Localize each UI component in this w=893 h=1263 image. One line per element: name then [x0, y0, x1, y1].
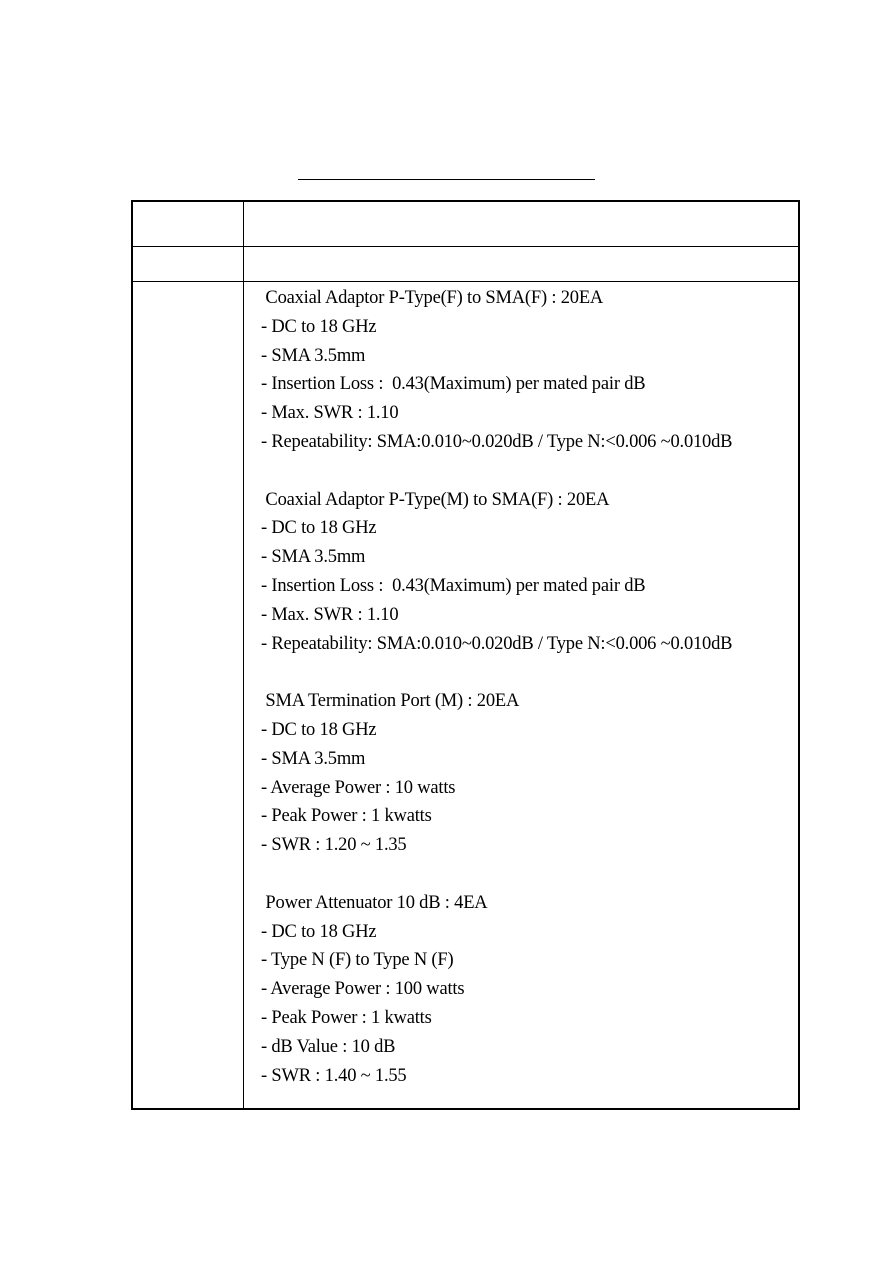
spec-item: - Max. SWR : 1.10 — [261, 403, 399, 424]
spec-item: - SMA 3.5mm — [261, 345, 366, 366]
spec-item: - Peak Power : 1 kwatts — [261, 806, 432, 827]
spec-item: - SWR : 1.40 ~ 1.55 — [261, 1065, 407, 1086]
spacer — [261, 658, 798, 687]
spec-item: - Repeatability: SMA:0.010~0.020dB / Typ… — [261, 633, 733, 654]
spec-item: - Insertion Loss : 0.43(Maximum) per mat… — [261, 575, 646, 596]
spec-item: - SMA 3.5mm — [261, 748, 366, 769]
spec-item: - dB Value : 10 dB — [261, 1036, 396, 1057]
section-heading: Coaxial Adaptor P-Type(M) to SMA(F) : 20… — [261, 489, 610, 510]
spec-item: - Repeatability: SMA:0.010~0.020dB / Typ… — [261, 431, 733, 452]
spec-item: - Max. SWR : 1.10 — [261, 604, 399, 625]
spec-item: - Type N (F) to Type N (F) — [261, 950, 454, 971]
spacer — [261, 457, 798, 486]
section-heading: Power Attenuator 10 dB : 4EA — [261, 892, 488, 913]
spec-item: - DC to 18 GHz — [261, 518, 377, 539]
section-heading: SMA Termination Port (M) : 20EA — [261, 691, 520, 712]
spec-item: - SWR : 1.20 ~ 1.35 — [261, 835, 407, 856]
spec-item: - Peak Power : 1 kwatts — [261, 1007, 432, 1028]
section-heading: Coaxial Adaptor P-Type(F) to SMA(F) : 20… — [261, 288, 604, 308]
spec-item: - Insertion Loss : 0.43(Maximum) per mat… — [261, 374, 646, 395]
title-underline — [298, 179, 595, 180]
spec-item: - SMA 3.5mm — [261, 547, 366, 568]
column-divider — [243, 202, 244, 1108]
spec-content-cell: Coaxial Adaptor P-Type(F) to SMA(F) : 20… — [261, 284, 798, 1090]
spec-item: - DC to 18 GHz — [261, 921, 377, 942]
spec-item: - Average Power : 10 watts — [261, 777, 456, 798]
row-divider — [133, 281, 798, 282]
spec-item: - DC to 18 GHz — [261, 316, 377, 337]
spec-item: - DC to 18 GHz — [261, 719, 377, 740]
spec-table: Coaxial Adaptor P-Type(F) to SMA(F) : 20… — [131, 200, 800, 1110]
spacer — [261, 860, 798, 889]
spec-item: - Average Power : 100 watts — [261, 979, 465, 1000]
row-divider — [133, 246, 798, 247]
